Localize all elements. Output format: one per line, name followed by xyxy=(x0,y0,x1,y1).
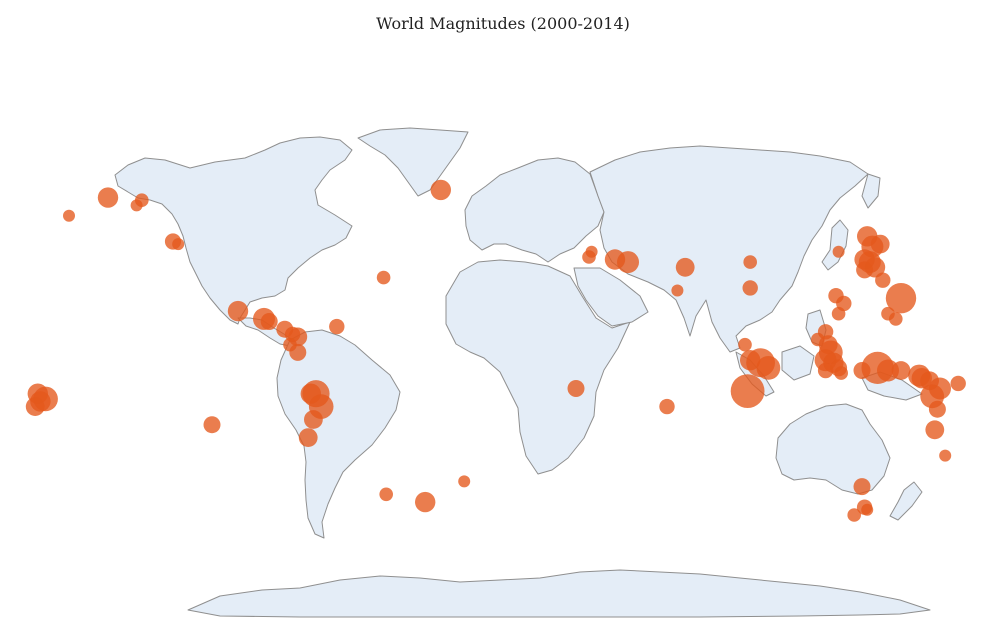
earthquake-marker[interactable] xyxy=(817,362,834,379)
land-arabia xyxy=(573,267,649,327)
earthquake-marker[interactable] xyxy=(659,398,675,415)
earthquake-marker[interactable] xyxy=(97,187,119,208)
earthquake-marker[interactable] xyxy=(379,487,394,502)
earthquake-marker[interactable] xyxy=(831,306,846,321)
earthquake-marker[interactable] xyxy=(458,475,471,488)
earthquake-marker[interactable] xyxy=(172,238,185,251)
earthquake-marker[interactable] xyxy=(742,280,758,296)
earthquake-marker[interactable] xyxy=(853,478,871,496)
earthquake-marker[interactable] xyxy=(730,374,765,408)
land-greenland xyxy=(357,127,469,197)
earthquake-marker[interactable] xyxy=(738,337,752,352)
earthquake-marker[interactable] xyxy=(329,318,345,335)
earthquake-marker[interactable] xyxy=(227,300,249,322)
earthquake-marker[interactable] xyxy=(743,255,757,269)
earthquake-markers xyxy=(25,179,966,522)
earthquake-marker[interactable] xyxy=(847,508,861,522)
earthquake-marker[interactable] xyxy=(870,234,890,254)
earthquake-marker[interactable] xyxy=(260,313,278,330)
land-north-america xyxy=(114,136,353,325)
earthquake-marker[interactable] xyxy=(430,179,451,201)
earthquake-marker[interactable] xyxy=(925,420,945,440)
land-antarctica xyxy=(187,569,931,618)
land-new-zealand xyxy=(889,481,923,521)
earthquake-marker[interactable] xyxy=(304,410,323,429)
earthquake-marker[interactable] xyxy=(376,270,391,285)
earthquake-marker[interactable] xyxy=(861,503,874,516)
earthquake-marker[interactable] xyxy=(25,397,45,416)
land-europe xyxy=(464,157,605,263)
earthquake-marker[interactable] xyxy=(939,449,952,462)
earthquake-marker[interactable] xyxy=(928,400,946,418)
earthquake-marker[interactable] xyxy=(582,250,596,264)
earthquake-marker[interactable] xyxy=(298,428,318,447)
land-borneo xyxy=(781,345,815,381)
earthquake-marker[interactable] xyxy=(950,375,966,392)
earthquake-marker[interactable] xyxy=(671,284,684,297)
land-japan xyxy=(821,219,849,271)
earthquake-marker[interactable] xyxy=(875,272,891,288)
earthquake-marker[interactable] xyxy=(415,491,436,513)
earthquake-marker[interactable] xyxy=(675,257,695,277)
land-kamchatka xyxy=(861,173,881,209)
earthquake-marker[interactable] xyxy=(832,245,845,258)
land-australia xyxy=(775,403,891,495)
map-title: World Magnitudes (2000-2014) xyxy=(376,14,630,33)
earthquake-marker[interactable] xyxy=(856,261,874,279)
earthquake-marker[interactable] xyxy=(617,251,639,274)
earthquake-marker[interactable] xyxy=(740,350,761,371)
earthquake-marker[interactable] xyxy=(63,209,75,222)
land-africa xyxy=(445,259,631,475)
land-layer xyxy=(114,127,931,618)
earthquake-marker[interactable] xyxy=(889,312,903,326)
land-south-america xyxy=(276,329,401,539)
earthquake-marker[interactable] xyxy=(203,416,221,434)
earthquake-marker[interactable] xyxy=(834,366,848,380)
earthquake-marker[interactable] xyxy=(135,193,149,207)
earthquake-marker[interactable] xyxy=(289,343,307,361)
earthquake-marker[interactable] xyxy=(567,380,585,397)
land-asia xyxy=(589,145,869,353)
earthquake-marker[interactable] xyxy=(885,283,917,314)
earthquake-marker[interactable] xyxy=(756,356,781,380)
earthquake-marker[interactable] xyxy=(891,361,911,380)
